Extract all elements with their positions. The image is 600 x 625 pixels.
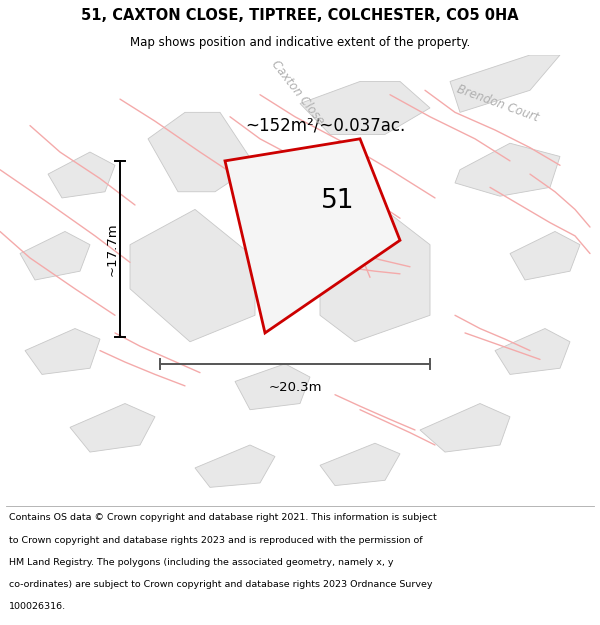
Polygon shape xyxy=(70,404,155,452)
Polygon shape xyxy=(420,404,510,452)
Polygon shape xyxy=(495,329,570,374)
Polygon shape xyxy=(320,214,430,342)
Polygon shape xyxy=(25,329,100,374)
Polygon shape xyxy=(450,55,560,112)
Polygon shape xyxy=(235,364,310,410)
Polygon shape xyxy=(148,112,255,192)
Text: HM Land Registry. The polygons (including the associated geometry, namely x, y: HM Land Registry. The polygons (includin… xyxy=(9,558,394,567)
Polygon shape xyxy=(300,81,430,134)
Polygon shape xyxy=(225,139,400,333)
Polygon shape xyxy=(510,231,580,280)
Text: Caxton Close: Caxton Close xyxy=(269,58,327,127)
Polygon shape xyxy=(20,231,90,280)
Text: co-ordinates) are subject to Crown copyright and database rights 2023 Ordnance S: co-ordinates) are subject to Crown copyr… xyxy=(9,580,433,589)
Text: ~152m²/~0.037ac.: ~152m²/~0.037ac. xyxy=(245,117,405,134)
Polygon shape xyxy=(130,209,255,342)
Text: ~20.3m: ~20.3m xyxy=(268,381,322,394)
Text: Contains OS data © Crown copyright and database right 2021. This information is : Contains OS data © Crown copyright and d… xyxy=(9,513,437,522)
Polygon shape xyxy=(48,152,115,198)
Text: 51, CAXTON CLOSE, TIPTREE, COLCHESTER, CO5 0HA: 51, CAXTON CLOSE, TIPTREE, COLCHESTER, C… xyxy=(81,8,519,23)
Text: Map shows position and indicative extent of the property.: Map shows position and indicative extent… xyxy=(130,36,470,49)
Polygon shape xyxy=(455,143,560,196)
Text: Brendon Court: Brendon Court xyxy=(455,82,541,124)
Text: to Crown copyright and database rights 2023 and is reproduced with the permissio: to Crown copyright and database rights 2… xyxy=(9,536,422,544)
Polygon shape xyxy=(195,445,275,488)
Polygon shape xyxy=(320,443,400,486)
Text: 100026316.: 100026316. xyxy=(9,602,66,611)
Text: ~17.7m: ~17.7m xyxy=(106,222,119,276)
Text: 51: 51 xyxy=(321,188,354,214)
